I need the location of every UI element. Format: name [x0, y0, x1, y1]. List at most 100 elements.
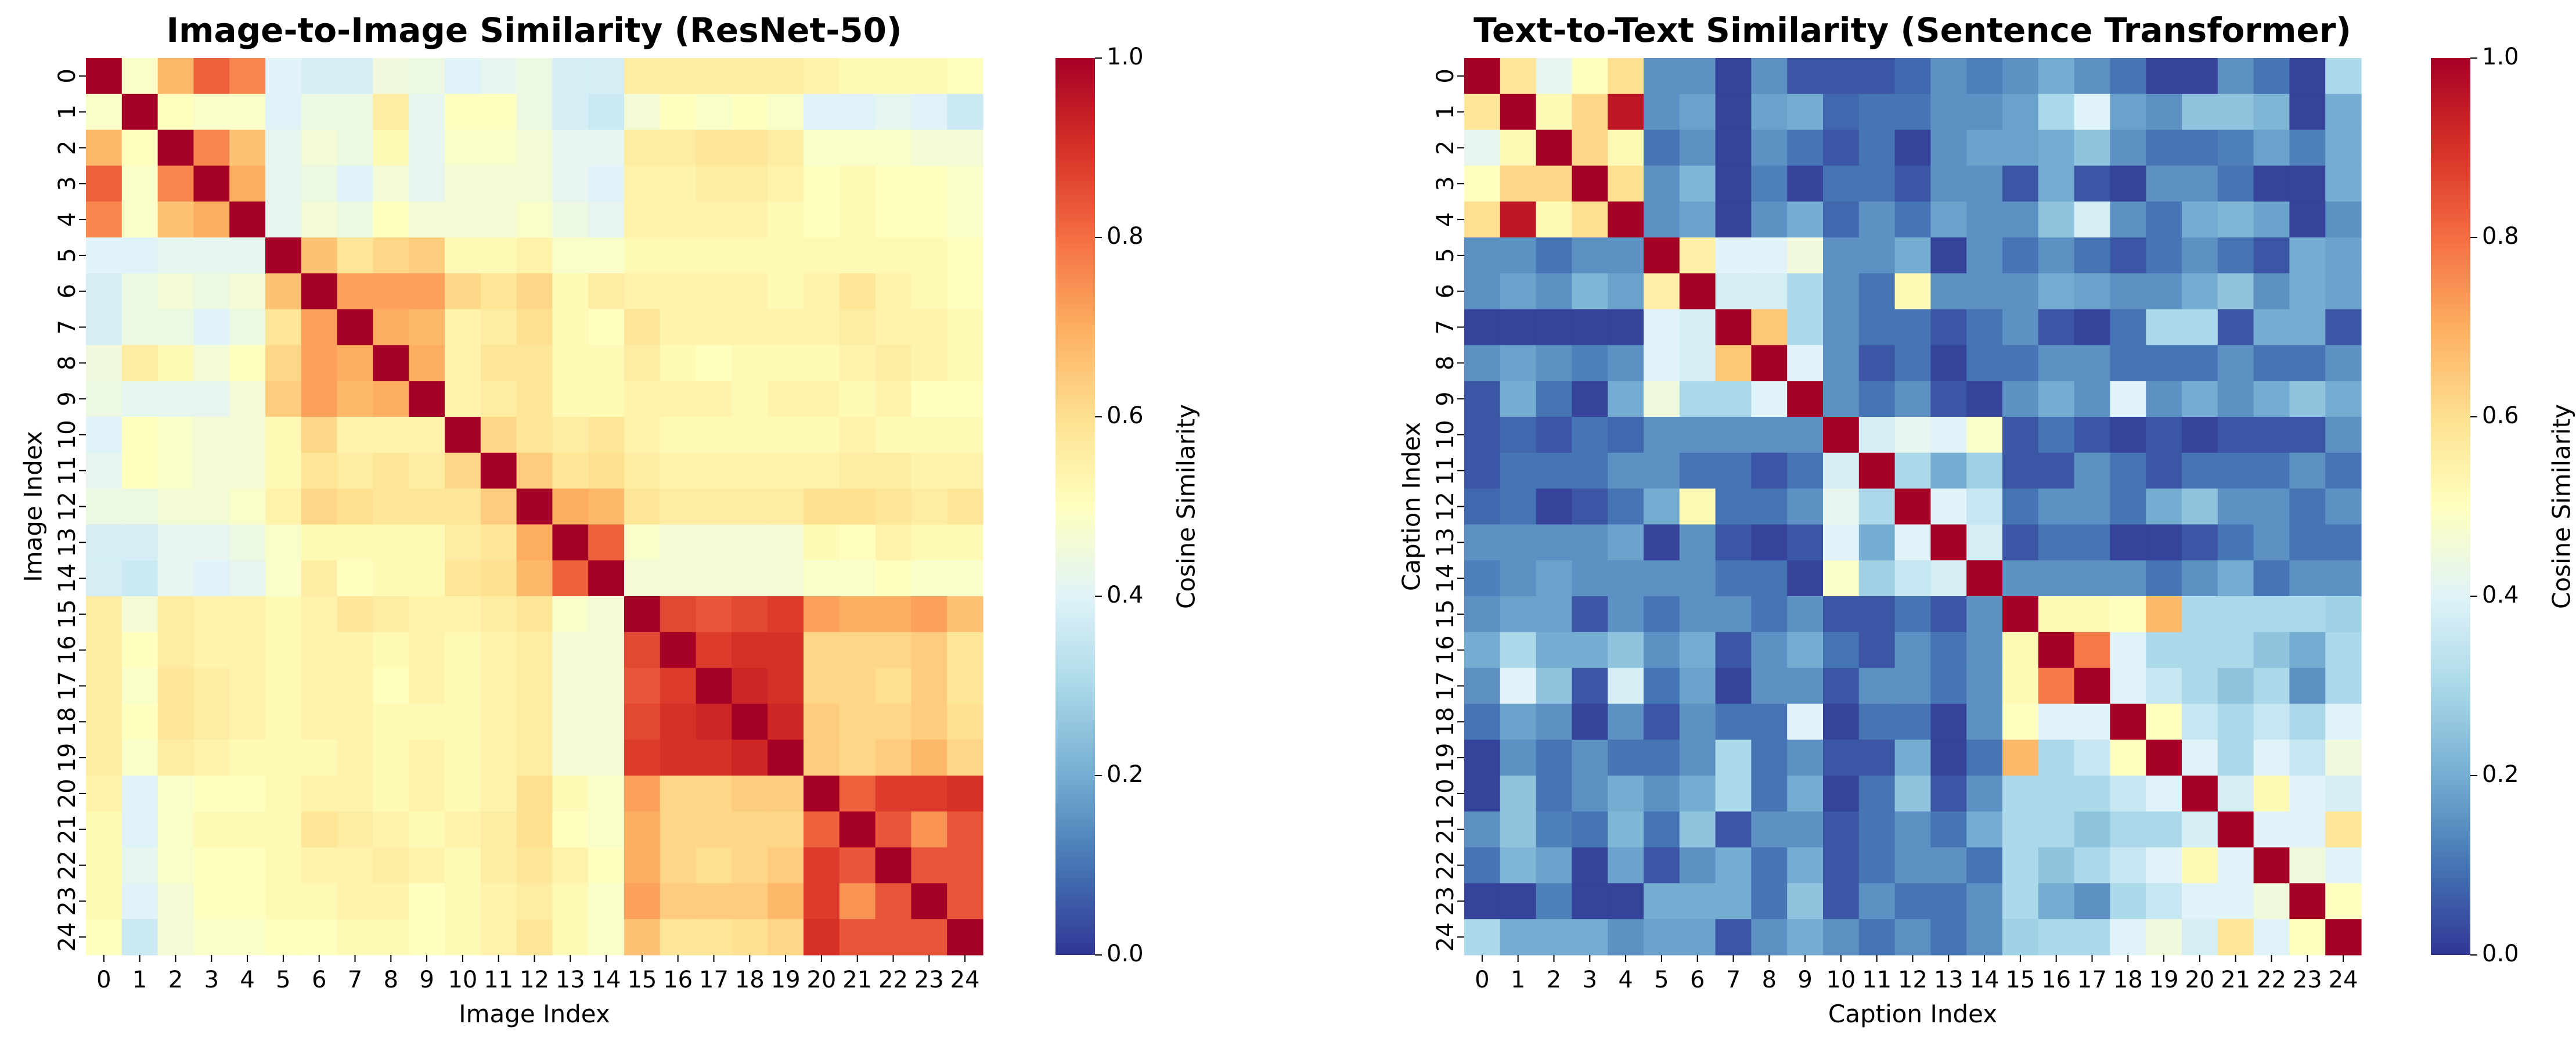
heatmap-cell-21-9 [409, 811, 445, 848]
heatmap-cell-19-5 [1644, 740, 1680, 776]
heatmap-cell-14-10 [1823, 560, 1860, 597]
heatmap-cell-14-13 [552, 560, 589, 597]
heatmap-cell-16-22 [2253, 632, 2290, 669]
heatmap-cell-7-20 [2182, 309, 2218, 345]
heatmap-cell-5-16 [660, 237, 697, 274]
heatmap-cell-0-16 [2038, 58, 2075, 95]
heatmap-cell-17-15 [624, 668, 661, 704]
y-tick-label-5: 5 [1432, 248, 1459, 262]
heatmap-cell-13-13 [552, 524, 589, 561]
heatmap-cell-4-14 [1966, 201, 2003, 238]
heatmap-cell-14-1 [1500, 560, 1537, 597]
heatmap-cell-15-13 [552, 596, 589, 633]
heatmap-cell-17-16 [660, 668, 697, 704]
heatmap-cell-6-2 [1536, 273, 1572, 310]
x-tick-label-12: 12 [1898, 967, 1928, 993]
heatmap-cell-4-0 [86, 201, 123, 238]
heatmap-cell-9-13 [1930, 381, 1967, 417]
heatmap-cell-4-12 [1894, 201, 1931, 238]
heatmap-cell-15-1 [1500, 596, 1537, 633]
heatmap-cell-0-14 [588, 58, 625, 95]
heatmap-cell-23-13 [1930, 883, 1967, 920]
heatmap-cell-13-6 [301, 524, 338, 561]
heatmap-cell-14-8 [373, 560, 409, 597]
heatmap-cell-17-15 [2002, 668, 2039, 704]
heatmap-cell-22-4 [229, 847, 266, 884]
heatmap-cell-24-19 [2146, 919, 2182, 956]
heatmap-cell-24-16 [660, 919, 697, 956]
heatmap-cell-6-10 [1823, 273, 1860, 310]
heatmap-cell-3-16 [660, 165, 697, 202]
heatmap-cell-13-4 [229, 524, 266, 561]
heatmap-cell-3-20 [804, 165, 840, 202]
x-tick-label-5: 5 [276, 967, 290, 993]
heatmap-cell-17-22 [875, 668, 911, 704]
heatmap-cell-7-7 [1715, 309, 1752, 345]
heatmap-cell-13-19 [2146, 524, 2182, 561]
heatmap-cell-6-22 [875, 273, 911, 310]
heatmap-cell-19-6 [1679, 740, 1716, 776]
heatmap-cell-20-16 [2038, 776, 2075, 812]
heatmap-cell-18-14 [588, 704, 625, 740]
heatmap-cell-20-2 [1536, 776, 1572, 812]
heatmap-cell-20-20 [2182, 776, 2218, 812]
heatmap-cell-11-20 [2182, 452, 2218, 489]
heatmap-cell-7-19 [2146, 309, 2182, 345]
heatmap-cell-12-3 [1572, 488, 1608, 525]
heatmap-cell-12-17 [696, 488, 732, 525]
y-tick-label-12: 12 [54, 492, 81, 521]
heatmap-cell-1-4 [229, 93, 266, 131]
heatmap-cell-18-21 [2217, 704, 2254, 740]
heatmap-cell-21-5 [265, 811, 302, 848]
heatmap-cell-8-10 [445, 345, 481, 381]
heatmap-cell-14-18 [2110, 560, 2146, 597]
heatmap-cell-24-3 [193, 919, 230, 956]
heatmap-cell-24-14 [1966, 919, 2003, 956]
heatmap-cell-16-6 [301, 632, 338, 669]
heatmap-cell-13-5 [265, 524, 302, 561]
heatmap-cell-6-6 [301, 273, 338, 310]
heatmap-cell-20-12 [516, 776, 553, 812]
heatmap-cell-3-6 [301, 165, 338, 202]
heatmap-cell-11-13 [552, 452, 589, 489]
heatmap-cell-7-11 [480, 309, 517, 345]
heatmap-cell-0-22 [2253, 58, 2290, 95]
heatmap-cell-14-17 [696, 560, 732, 597]
heatmap-cell-7-1 [1500, 309, 1537, 345]
heatmap-cell-2-11 [480, 129, 517, 166]
heatmap-cell-10-22 [2253, 417, 2290, 453]
heatmap-cell-21-16 [660, 811, 697, 848]
x-tick-label-16: 16 [663, 967, 693, 993]
heatmap-cell-21-22 [875, 811, 911, 848]
heatmap-cell-2-9 [409, 129, 445, 166]
heatmap-cell-21-23 [911, 811, 947, 848]
y-tick-label-1: 1 [54, 104, 81, 119]
heatmap-cell-19-7 [1715, 740, 1752, 776]
heatmap-cell-14-19 [2146, 560, 2182, 597]
heatmap-cell-3-23 [911, 165, 947, 202]
heatmap-cell-14-13 [1930, 560, 1967, 597]
heatmap-cell-9-3 [1572, 381, 1608, 417]
heatmap-cell-2-20 [2182, 129, 2218, 166]
heatmap-cell-8-7 [1715, 345, 1752, 381]
heatmap-cell-7-4 [1608, 309, 1644, 345]
heatmap-cell-13-24 [2325, 524, 2362, 561]
heatmap-cell-11-9 [409, 452, 445, 489]
heatmap-cell-10-19 [2146, 417, 2182, 453]
heatmap-cell-22-8 [1751, 847, 1788, 884]
heatmap-cell-18-20 [2182, 704, 2218, 740]
heatmap-cell-13-11 [480, 524, 517, 561]
heatmap-cell-13-7 [337, 524, 373, 561]
heatmap-cell-11-6 [301, 452, 338, 489]
heatmap-cell-23-18 [732, 883, 768, 920]
heatmap-cell-19-17 [696, 740, 732, 776]
heatmap-cell-0-8 [1751, 58, 1788, 95]
heatmap-cell-4-0 [1464, 201, 1501, 238]
x-tick-label-0: 0 [1475, 967, 1489, 993]
heatmap-cell-20-22 [2253, 776, 2290, 812]
heatmap-cell-7-23 [911, 309, 947, 345]
heatmap-cell-16-18 [732, 632, 768, 669]
heatmap-cell-2-0 [86, 129, 123, 166]
x-tick-label-21: 21 [842, 967, 872, 993]
heatmap-cell-14-21 [839, 560, 876, 597]
